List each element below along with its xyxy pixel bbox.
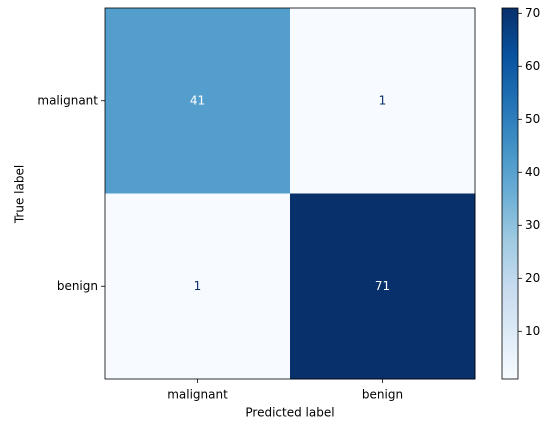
colorbar-tick-label: 30: [525, 218, 540, 232]
x-tick-label: benign: [362, 388, 403, 402]
cell-label: 41: [190, 93, 205, 107]
colorbar-tick-label: 70: [525, 6, 540, 20]
cell-label: 1: [194, 279, 202, 293]
x-tick-label: malignant: [167, 388, 228, 402]
colorbar-tick-label: 40: [525, 165, 540, 179]
cell: [290, 8, 476, 194]
colorbar-tick-label: 60: [525, 59, 540, 73]
colorbar-tick-label: 20: [525, 271, 540, 285]
cell-label: 1: [379, 93, 387, 107]
colorbar: [501, 7, 519, 380]
cell: [290, 193, 476, 380]
colorbar-tick-label: 50: [525, 112, 540, 126]
cell-label: 71: [375, 279, 390, 293]
colorbar-tick-label: 10: [525, 324, 540, 338]
cell: [105, 8, 291, 194]
cell: [105, 193, 291, 380]
y-tick-label: malignant: [37, 93, 98, 107]
frame: [104, 7, 476, 380]
x-axis-label: Predicted label: [245, 406, 334, 420]
y-axis-label: True label: [13, 165, 27, 224]
y-tick-label: benign: [57, 279, 98, 293]
